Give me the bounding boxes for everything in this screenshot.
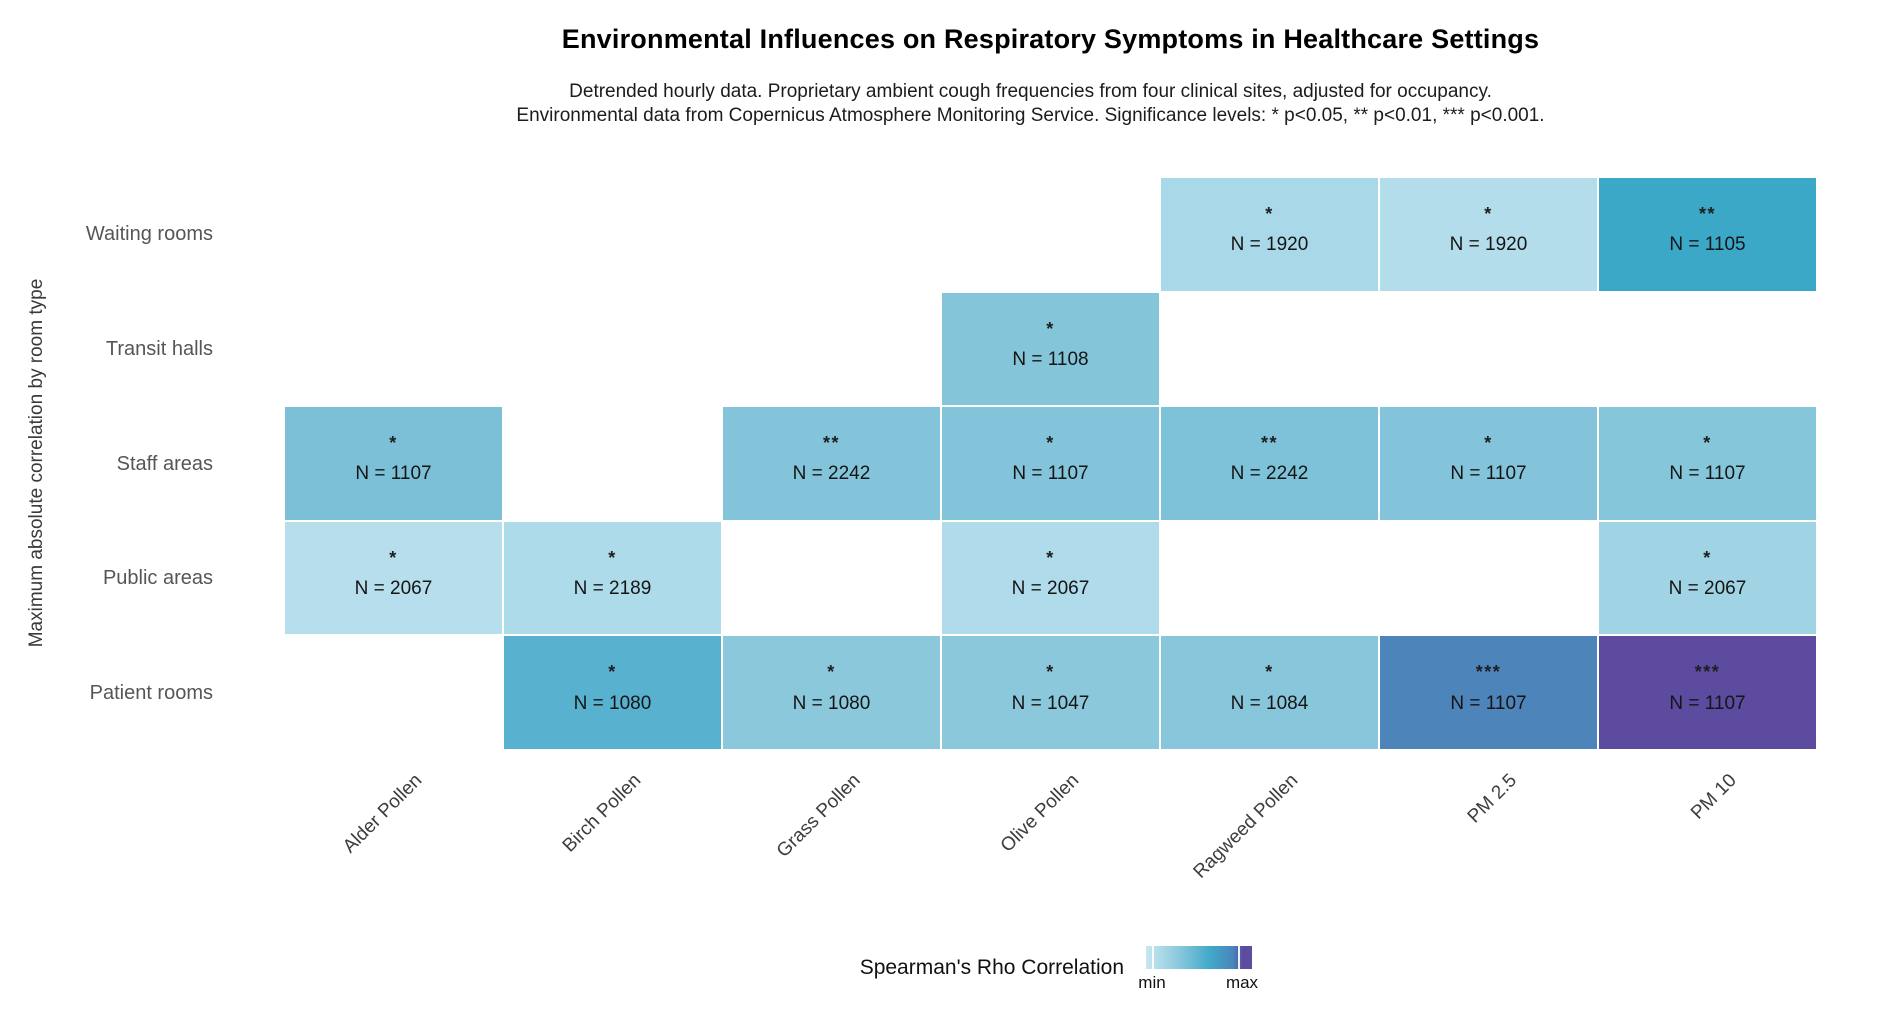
legend-tick — [1152, 946, 1155, 969]
legend-min-label: min — [1138, 973, 1166, 992]
heatmap-cell: * N = 2067 — [284, 520, 503, 636]
heatmap-cell: * N = 2189 — [503, 520, 722, 636]
significance-stars: * — [1046, 318, 1055, 339]
legend-colorbar — [1146, 946, 1252, 969]
heatmap-cell: *** N = 1107 — [1598, 635, 1817, 750]
heatmap-cell: * N = 1080 — [503, 635, 722, 750]
sample-size-label: N = 1080 — [573, 692, 652, 714]
heatmap-cell: ** N = 2242 — [722, 406, 941, 521]
chart-subtitle-line-1: Detrended hourly data. Proprietary ambie… — [569, 81, 1492, 102]
sample-size-label: N = 2242 — [792, 463, 871, 485]
x-tick-label: PM 2.5 — [1463, 770, 1522, 828]
significance-stars: * — [1265, 662, 1274, 683]
sample-size-label: N = 1080 — [792, 692, 871, 714]
significance-stars: * — [389, 547, 398, 568]
heatmap-cell: * N = 1107 — [1379, 406, 1598, 521]
significance-stars: * — [1484, 433, 1493, 454]
sample-size-label: N = 1107 — [1012, 463, 1089, 485]
heatmap-cell: * N = 1084 — [1160, 635, 1379, 750]
chart-subtitle-line-2: Environmental data from Copernicus Atmos… — [516, 105, 1545, 126]
sample-size-label: N = 2189 — [573, 578, 652, 600]
significance-stars: * — [1046, 662, 1055, 683]
sample-size-label: N = 1107 — [355, 463, 432, 485]
heatmap-cell: * N = 1107 — [284, 406, 503, 521]
sample-size-label: N = 1920 — [1449, 234, 1528, 256]
heatmap-cell: * N = 2067 — [941, 520, 1160, 636]
x-tick-label: Olive Pollen — [996, 770, 1084, 857]
chart-title: Environmental Influences on Respiratory … — [561, 24, 1540, 54]
heatmap-cell: * N = 1107 — [941, 406, 1160, 521]
sample-size-label: N = 1107 — [1450, 463, 1527, 485]
heatmap-grid: * N = 1920 * N = 1920 ** N = 1105 * N = 1108 * N … — [284, 177, 1817, 750]
significance-stars: * — [1046, 433, 1055, 454]
significance-stars: ** — [822, 433, 840, 454]
y-tick-label: Public areas — [102, 567, 213, 590]
significance-stars: * — [1703, 547, 1712, 568]
heatmap-cell: * N = 2067 — [1598, 520, 1817, 636]
x-tick-label: Alder Pollen — [339, 770, 427, 858]
heatmap-cell: * N = 1108 — [941, 291, 1160, 407]
significance-stars: *** — [1475, 662, 1502, 683]
significance-stars: *** — [1694, 662, 1721, 683]
heatmap-cell: * N = 1107 — [1598, 406, 1817, 521]
significance-stars: * — [827, 662, 836, 683]
sample-size-label: N = 1107 — [1669, 463, 1746, 485]
significance-stars: ** — [1698, 204, 1716, 225]
x-tick-label: Birch Pollen — [558, 770, 646, 857]
significance-stars: ** — [1260, 433, 1278, 454]
x-tick-label: Ragweed Pollen — [1189, 770, 1303, 883]
sample-size-label: N = 2242 — [1230, 463, 1309, 485]
y-tick-label: Patient rooms — [89, 681, 213, 704]
heatmap-cell: * N = 1047 — [941, 635, 1160, 750]
x-tick-label: PM 10 — [1686, 770, 1741, 824]
sample-size-label: N = 1105 — [1669, 234, 1746, 256]
sample-size-label: N = 1108 — [1012, 348, 1089, 370]
heatmap-cell: * N = 1920 — [1160, 177, 1379, 292]
significance-stars: * — [608, 547, 617, 568]
significance-stars: * — [1703, 433, 1712, 454]
significance-stars: * — [1265, 204, 1274, 225]
y-tick-label: Transit halls — [105, 337, 213, 360]
sample-size-label: N = 2067 — [1668, 578, 1747, 600]
heatmap-cell: * N = 1920 — [1379, 177, 1598, 292]
sample-size-label: N = 1107 — [1450, 692, 1527, 714]
sample-size-label: N = 2067 — [354, 578, 433, 600]
sample-size-label: N = 1047 — [1011, 692, 1090, 714]
y-tick-label: Waiting rooms — [85, 223, 213, 246]
sample-size-label: N = 1107 — [1669, 692, 1746, 714]
x-tick-label: Grass Pollen — [772, 770, 865, 862]
legend-tick — [1238, 946, 1241, 969]
sample-size-label: N = 1920 — [1230, 234, 1309, 256]
heatmap-cell: *** N = 1107 — [1379, 635, 1598, 750]
significance-stars: * — [1046, 547, 1055, 568]
significance-stars: * — [608, 662, 617, 683]
heatmap-cell: ** N = 1105 — [1598, 177, 1817, 292]
heatmap-cell: ** N = 2242 — [1160, 406, 1379, 521]
sample-size-label: N = 1084 — [1230, 692, 1309, 714]
legend-title: Spearman's Rho Correlation — [859, 956, 1124, 979]
sample-size-label: N = 2067 — [1011, 578, 1090, 600]
y-tick-label: Staff areas — [116, 452, 213, 475]
legend-max-label: max — [1225, 973, 1259, 992]
significance-stars: * — [1484, 204, 1493, 225]
heatmap-cell: * N = 1080 — [722, 635, 941, 750]
significance-stars: * — [389, 433, 398, 454]
